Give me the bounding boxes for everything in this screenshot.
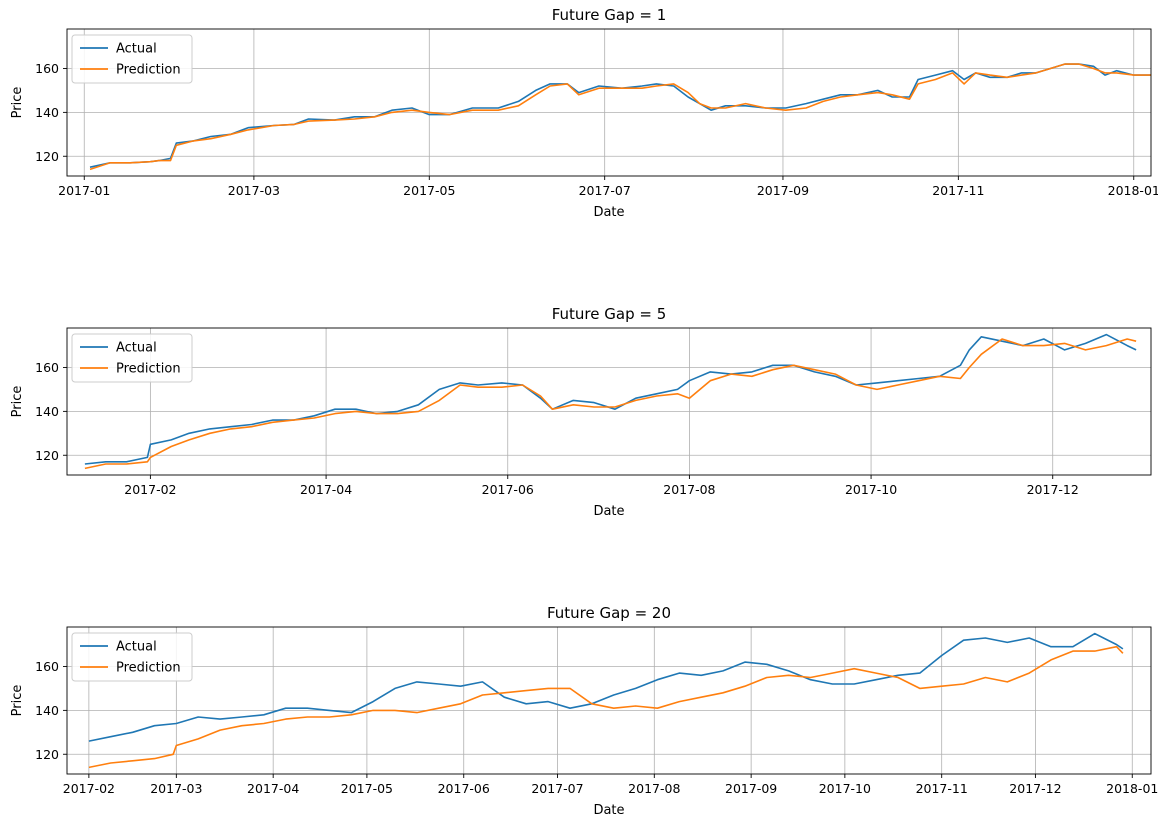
legend-label-actual: Actual (116, 640, 157, 655)
x-tick-label: 2017-08 (663, 482, 715, 497)
axes-frame (66, 626, 1152, 775)
legend: Actual Prediction (71, 632, 193, 682)
axes-frame (66, 28, 1152, 177)
subplot-3: 2017-02 2017-03 2017-04 2017-05 2017-06 2017-… (10, 604, 1158, 818)
subplot-1: 2017-01 2017-03 2017-05 2017-07 2017-09 2017-… (10, 6, 1158, 220)
y-tick-label: 140 (35, 703, 59, 718)
legend-box (71, 34, 193, 84)
x-axis-label: Date (593, 504, 624, 519)
x-tick-label: 2017-07 (531, 781, 583, 796)
legend-label-prediction: Prediction (116, 63, 181, 78)
x-tick-label: 2017-05 (341, 781, 393, 796)
x-tick-label: 2017-02 (63, 781, 115, 796)
series-line-actual (88, 632, 1124, 742)
chart-title: Future Gap = 20 (547, 604, 671, 622)
x-axis-label: Date (593, 205, 624, 220)
x-tick-label: 2017-03 (228, 183, 280, 198)
legend-label-actual: Actual (116, 42, 157, 57)
x-tick-label: 2018-01 (1108, 183, 1158, 198)
x-tick-label: 2017-08 (628, 781, 680, 796)
series-line-prediction (88, 645, 1124, 769)
axes-frame (66, 327, 1152, 476)
x-tick-label: 2017-09 (757, 183, 809, 198)
x-tick-label: 2017-10 (845, 482, 897, 497)
x-tick-label: 2017-11 (916, 781, 968, 796)
x-tick-label: 2017-06 (482, 482, 534, 497)
x-tick-label: 2017-10 (819, 781, 871, 796)
y-tick-label: 120 (35, 448, 59, 463)
x-tick-label: 2017-07 (579, 183, 631, 198)
y-tick-label: 120 (35, 149, 59, 164)
legend-label-prediction: Prediction (116, 661, 181, 676)
y-tick-label: 160 (35, 659, 59, 674)
y-axis-label: Price (10, 685, 25, 717)
legend-box (71, 333, 193, 383)
subplot-2: 2017-02 2017-04 2017-06 2017-08 2017-10 2017-… (10, 305, 1152, 519)
x-tick-label: 2017-03 (150, 781, 202, 796)
series-line-actual (89, 63, 1151, 168)
x-axis-label: Date (593, 803, 624, 818)
series-line-prediction (89, 63, 1151, 171)
chart-title: Future Gap = 1 (552, 6, 667, 24)
x-tick-label: 2017-09 (725, 781, 777, 796)
chart-title: Future Gap = 5 (552, 305, 667, 323)
x-tick-label: 2018-01 (1106, 781, 1158, 796)
x-tick-label: 2017-04 (247, 781, 299, 796)
x-tick-label: 2017-12 (1027, 482, 1079, 497)
x-tick-label: 2017-12 (1009, 781, 1061, 796)
legend-box (71, 632, 193, 682)
y-tick-label: 140 (35, 105, 59, 120)
y-tick-label: 120 (35, 747, 59, 762)
x-tick-label: 2017-04 (300, 482, 352, 497)
x-tick-label: 2017-01 (58, 183, 110, 198)
x-tick-label: 2017-06 (438, 781, 490, 796)
series-line-actual (84, 333, 1137, 465)
legend-label-actual: Actual (116, 341, 157, 356)
y-axis-label: Price (10, 386, 25, 418)
legend: Actual Prediction (71, 34, 193, 84)
y-tick-label: 160 (35, 360, 59, 375)
y-tick-label: 140 (35, 404, 59, 419)
y-tick-label: 160 (35, 61, 59, 76)
series-line-prediction (84, 338, 1137, 470)
x-tick-label: 2017-02 (124, 482, 176, 497)
x-tick-label: 2017-11 (932, 183, 984, 198)
y-axis-label: Price (10, 87, 25, 119)
legend-label-prediction: Prediction (116, 362, 181, 377)
x-tick-label: 2017-05 (403, 183, 455, 198)
legend: Actual Prediction (71, 333, 193, 383)
